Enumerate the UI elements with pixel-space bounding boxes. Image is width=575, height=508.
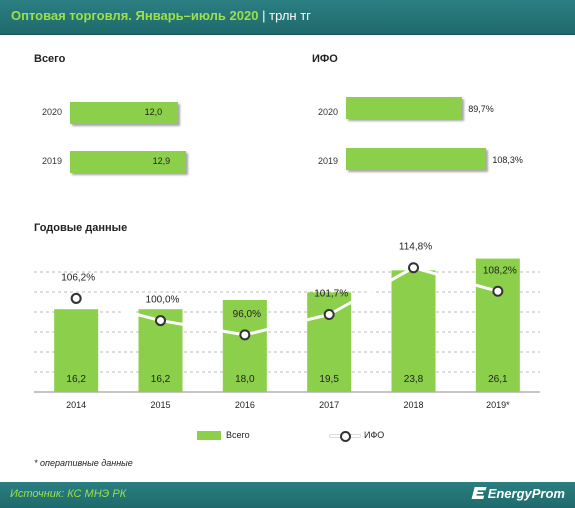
ifo-point-label: 106,2% (61, 272, 95, 283)
annual-bar-value: 19,5 (319, 374, 339, 385)
annual-bars (54, 258, 520, 392)
annual-bar-value: 16,2 (66, 374, 86, 385)
annual-bar (475, 258, 520, 392)
ifo-bar-value: 89,7% (468, 104, 494, 114)
total-year-label: 2020 (41, 107, 62, 117)
annual-bar (307, 292, 352, 392)
header-bar: Оптовая торговля. Январь–июль 2020 | трл… (0, 0, 575, 35)
ifo-point (155, 315, 166, 327)
x-tick-label: 2016 (235, 400, 255, 410)
ifo-year-label: 2019 (317, 156, 338, 166)
annual-bar-labels: 16,2 16,2 18,0 19,5 23,8 26,1 (66, 374, 508, 385)
title-separator: | (262, 8, 266, 23)
ifo-point (70, 292, 82, 304)
x-axis-ticks: 2014 2015 2016 2017 2018 2019* (66, 400, 510, 410)
gridlines (34, 271, 540, 393)
total-bar (70, 102, 178, 124)
legend-bar-label: Всего (226, 430, 250, 440)
page-title: Оптовая торговля. Январь–июль 2020 (11, 8, 259, 23)
ifo-line (75, 266, 499, 337)
unit-label: трлн тг (269, 8, 311, 23)
annual-bar-value: 18,0 (235, 374, 255, 385)
annual-bar (391, 270, 436, 392)
total-bar (70, 151, 186, 173)
legend-line-label: ИФО (364, 430, 385, 440)
x-tick-label: 2018 (403, 400, 423, 410)
annual-bar-value: 23,8 (404, 374, 424, 385)
brand-logo: EnergyProm (473, 486, 565, 501)
ifo-point-label: 101,7% (314, 289, 348, 300)
annual-bar (54, 309, 99, 392)
total-panel-title: Всего (34, 53, 66, 65)
ifo-year-label: 2020 (317, 107, 338, 117)
total-bar-value: 12,0 (144, 107, 163, 117)
ifo-point-label: 108,2% (483, 265, 517, 276)
annual-bar-value: 16,2 (151, 374, 171, 385)
x-tick-label: 2015 (150, 400, 170, 410)
ifo-bar-value: 108,3% (492, 155, 523, 165)
ifo-point (408, 262, 419, 274)
ifo-bar (346, 97, 463, 119)
total-bar-value: 12,9 (152, 156, 171, 166)
x-tick-label: 2014 (66, 400, 86, 410)
x-tick-label: 2017 (319, 400, 339, 410)
footnote: * оперативные данные (34, 458, 133, 468)
footer-bar: Источник: КС МНЭ РК EnergyProm (0, 482, 575, 508)
ifo-point-label: 114,8% (399, 242, 432, 253)
x-tick-label: 2019* (486, 400, 510, 410)
annual-bar (222, 300, 267, 392)
ifo-panel-title: ИФО (312, 53, 338, 65)
brand-logo-icon (471, 487, 486, 499)
annual-chart-title: Годовые данные (34, 222, 128, 234)
legend-line-marker (340, 431, 351, 442)
ifo-point-labels: 106,2% 100,0% 96,0% 101,7% 114,8% 108,2% (61, 242, 517, 320)
ifo-point-label: 96,0% (233, 309, 261, 320)
source-label: Источник: КС МНЭ РК (10, 488, 127, 500)
ifo-bar (346, 148, 487, 170)
brand-name: EnergyProm (487, 486, 565, 501)
ifo-point-label: 100,0% (146, 295, 180, 306)
header-title-line: Оптовая торговля. Январь–июль 2020 | трл… (11, 8, 311, 23)
ifo-point (239, 329, 251, 341)
ifo-line-layer (70, 262, 504, 341)
ifo-point (323, 309, 335, 320)
total-year-label: 2019 (41, 156, 62, 166)
legend-bar-swatch (197, 431, 221, 440)
ifo-point (492, 285, 504, 297)
annual-bar-value: 26,1 (488, 374, 508, 385)
